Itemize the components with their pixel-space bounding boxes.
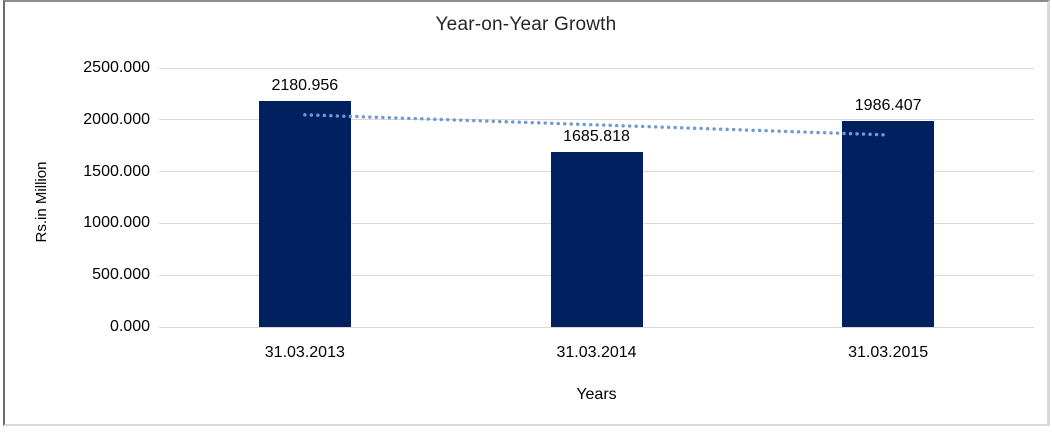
gridline (159, 67, 1034, 69)
y-tick-label: 2000.000 (83, 110, 150, 128)
trendline (303, 113, 890, 137)
x-axis-title: Years (576, 386, 617, 403)
y-tick-label: 2500.000 (83, 59, 150, 76)
chart-frame: Year-on-Year Growth Rs.in Million 2500.0… (3, 0, 1050, 426)
bar-value-label: 2180.956 (271, 77, 339, 95)
x-category-label: 31.03.2013 (264, 344, 345, 361)
y-tick-label: 500.000 (92, 266, 150, 284)
chart-title: Year-on-Year Growth (435, 14, 617, 35)
bar (258, 101, 351, 327)
gridline (159, 326, 1034, 328)
bar (842, 121, 935, 327)
bar-value-label: 1685.818 (563, 128, 630, 146)
y-axis-title: Rs.in Million (33, 161, 50, 243)
x-category-label: 31.03.2014 (556, 344, 637, 361)
plot-area: 2500.000 2000.000 1500.000 1000.000 500.000 0… (83, 59, 1034, 361)
bar (550, 152, 643, 327)
bar-value-label: 1986.407 (854, 97, 922, 115)
y-tick-label: 1000.000 (83, 214, 150, 232)
y-tick-label: 0.000 (109, 318, 150, 335)
gridline (159, 119, 1034, 121)
y-tick-label: 1500.000 (83, 162, 150, 180)
x-category-label: 31.03.2015 (848, 344, 929, 361)
